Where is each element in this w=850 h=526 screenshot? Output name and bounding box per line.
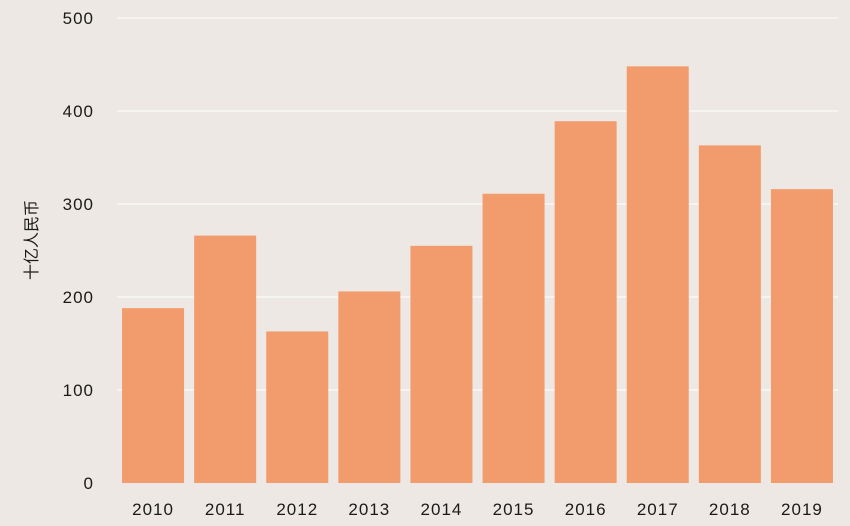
x-tick-label: 2018 bbox=[709, 500, 751, 519]
x-axis-ticks: 2010 2011 2012 2013 2014 2015 2016 2017 2018 2019 bbox=[132, 500, 823, 519]
y-tick-label: 100 bbox=[63, 381, 94, 400]
y-tick-label: 200 bbox=[63, 288, 94, 307]
bar-2017 bbox=[626, 66, 689, 484]
y-axis-title: 十亿人民币 bbox=[22, 200, 41, 280]
bar-2012 bbox=[266, 331, 329, 483]
x-tick-label: 2019 bbox=[781, 500, 823, 519]
bars bbox=[122, 66, 833, 484]
x-tick-label: 2013 bbox=[348, 500, 390, 519]
y-tick-label: 0 bbox=[84, 474, 94, 493]
y-tick-label: 400 bbox=[63, 102, 94, 121]
y-tick-label: 300 bbox=[63, 195, 94, 214]
bar-2018 bbox=[698, 145, 761, 483]
x-tick-label: 2016 bbox=[565, 500, 607, 519]
bar-2015 bbox=[482, 193, 545, 483]
y-axis-ticks: 0 100 200 300 400 500 bbox=[63, 9, 94, 493]
x-tick-label: 2015 bbox=[493, 500, 535, 519]
bar-2013 bbox=[338, 291, 401, 483]
bar-2019 bbox=[770, 189, 833, 483]
x-tick-label: 2012 bbox=[276, 500, 318, 519]
bar-2011 bbox=[194, 235, 257, 483]
bar-2014 bbox=[410, 245, 473, 483]
x-tick-label: 2010 bbox=[132, 500, 174, 519]
x-tick-label: 2017 bbox=[637, 500, 679, 519]
y-tick-label: 500 bbox=[63, 9, 94, 28]
x-tick-label: 2014 bbox=[421, 500, 463, 519]
bar-2010 bbox=[122, 308, 185, 483]
bar-2016 bbox=[554, 121, 617, 483]
x-tick-label: 2011 bbox=[205, 500, 246, 519]
